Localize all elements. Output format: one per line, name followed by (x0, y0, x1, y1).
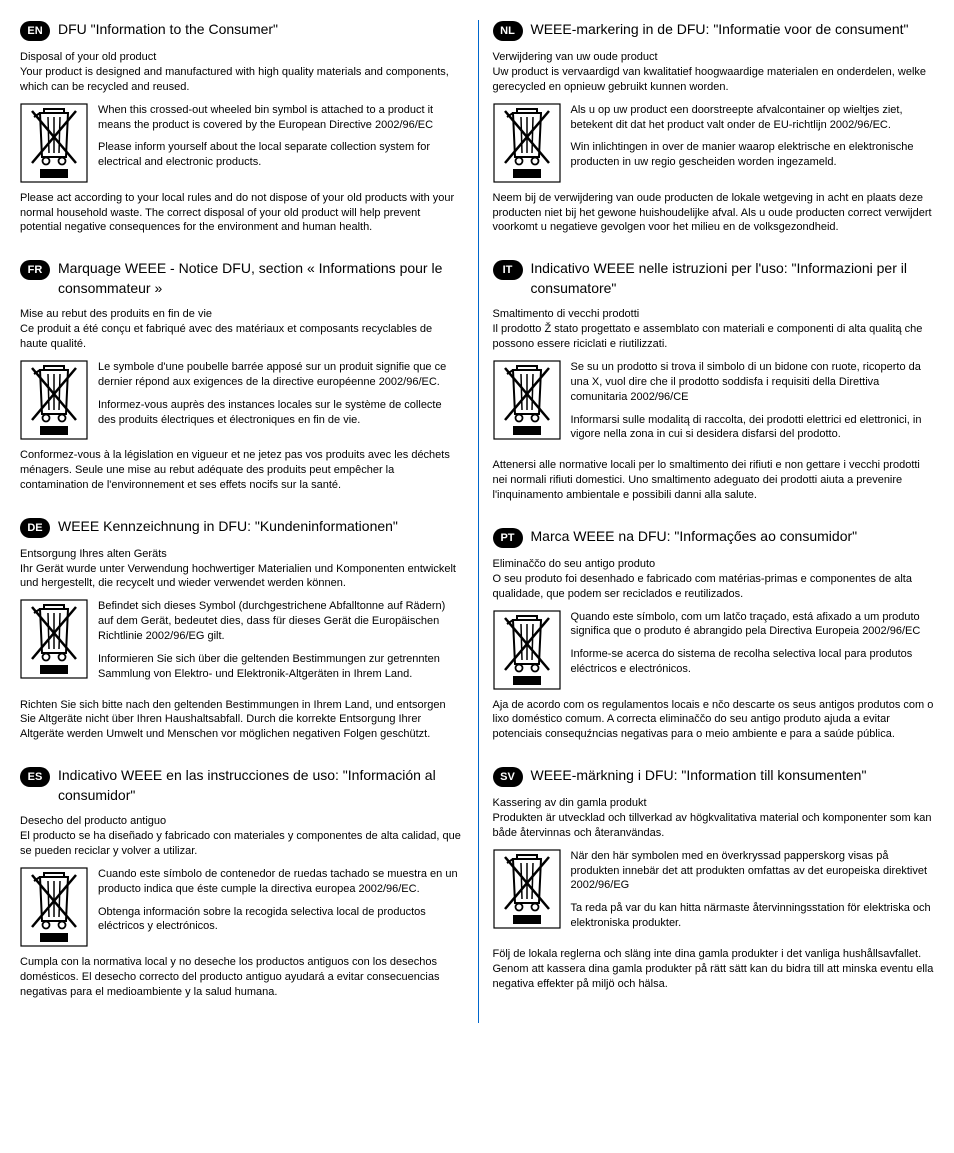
symbol-description: Le symbole d'une poubelle barrée apposé … (98, 360, 462, 390)
lang-section: EN DFU "Information to the Consumer" Dispo… (20, 20, 462, 235)
weee-bin-icon (493, 360, 561, 440)
weee-bin-icon (493, 610, 561, 690)
weee-bin-icon (20, 360, 88, 440)
intro-subtitle: Verwijdering van uw oude product (493, 51, 935, 63)
icon-text-group: Se su un prodotto si trova il simbolo di… (571, 360, 935, 450)
intro-text: El producto se ha diseñado y fabricado c… (20, 829, 462, 859)
icon-block: Le symbole d'une poubelle barrée apposé … (20, 360, 462, 440)
outro-text: Richten Sie sich bitte nach den geltende… (20, 698, 462, 743)
intro-text: Your product is designed and manufacture… (20, 65, 462, 95)
lang-badge: EN (20, 21, 50, 41)
lang-section: FR Marquage WEEE - Notice DFU, section « … (20, 259, 462, 492)
icon-text-group: Quando este símbolo, com um latčo traçad… (571, 610, 935, 685)
weee-bin-icon (493, 103, 561, 183)
lang-section: ES Indicativo WEEE en las instrucciones d… (20, 766, 462, 999)
lang-badge: ES (20, 767, 50, 787)
icon-text-group: Als u op uw product een doorstreepte afv… (571, 103, 935, 178)
lang-title: Indicativo WEEE nelle istruzioni per l'u… (531, 259, 935, 298)
icon-text-group: När den här symbolen med en överkryssad … (571, 849, 935, 939)
symbol-description: Quando este símbolo, com um latčo traçad… (571, 610, 935, 640)
icon-text-group: Le symbole d'une poubelle barrée apposé … (98, 360, 462, 435)
document-columns: EN DFU "Information to the Consumer" Dispo… (20, 20, 934, 1023)
intro-text: Produkten är utvecklad och tillverkad av… (493, 811, 935, 841)
intro-subtitle: Smaltimento di vecchi prodotti (493, 308, 935, 320)
intro-subtitle: Disposal of your old product (20, 51, 462, 63)
symbol-description: Befindet sich dieses Symbol (durchgestri… (98, 599, 462, 644)
symbol-description: När den här symbolen med en överkryssad … (571, 849, 935, 894)
icon-text-group: Befindet sich dieses Symbol (durchgestri… (98, 599, 462, 689)
icon-block: When this crossed-out wheeled bin symbol… (20, 103, 462, 183)
lang-title: WEEE Kennzeichnung in DFU: "Kundeninform… (58, 517, 398, 537)
lang-header: DE WEEE Kennzeichnung in DFU: "Kundeninfo… (20, 517, 462, 538)
intro-text: Ihr Gerät wurde unter Verwendung hochwer… (20, 562, 462, 592)
outro-text: Attenersi alle normative locali per lo s… (493, 458, 935, 503)
weee-bin-icon (20, 103, 88, 183)
outro-text: Cumpla con la normativa local y no desec… (20, 955, 462, 1000)
icon-text-group: Cuando este símbolo de contenedor de rue… (98, 867, 462, 942)
weee-bin-icon (20, 867, 88, 947)
intro-subtitle: Entsorgung Ihres alten Geräts (20, 548, 462, 560)
intro-text: Uw product is vervaardigd van kwalitatie… (493, 65, 935, 95)
left-column: EN DFU "Information to the Consumer" Dispo… (20, 20, 462, 1023)
inform-text: Informieren Sie sich über die geltenden … (98, 652, 462, 682)
weee-bin-icon (20, 599, 88, 679)
intro-subtitle: Kassering av din gamla produkt (493, 797, 935, 809)
icon-block: Quando este símbolo, com um latčo traçad… (493, 610, 935, 690)
intro-text: Ce produit a été conçu et fabriqué avec … (20, 322, 462, 352)
symbol-description: Cuando este símbolo de contenedor de rue… (98, 867, 462, 897)
icon-block: Befindet sich dieses Symbol (durchgestri… (20, 599, 462, 689)
lang-badge: SV (493, 767, 523, 787)
symbol-description: Se su un prodotto si trova il simbolo di… (571, 360, 935, 405)
lang-badge: DE (20, 518, 50, 538)
inform-text: Ta reda på var du kan hitta närmaste åte… (571, 901, 935, 931)
right-column: NL WEEE-markering in de DFU: "Informatie … (478, 20, 935, 1023)
icon-block: Cuando este símbolo de contenedor de rue… (20, 867, 462, 947)
inform-text: Please inform yourself about the local s… (98, 140, 462, 170)
inform-text: Win inlichtingen in over de manier waaro… (571, 140, 935, 170)
inform-text: Informarsi sulle modalitą di raccolta, d… (571, 413, 935, 443)
lang-title: WEEE-märkning i DFU: "Information till k… (531, 766, 867, 786)
symbol-description: Als u op uw product een doorstreepte afv… (571, 103, 935, 133)
lang-title: DFU "Information to the Consumer" (58, 20, 278, 40)
lang-header: SV WEEE-märkning i DFU: "Information till… (493, 766, 935, 787)
lang-section: DE WEEE Kennzeichnung in DFU: "Kundeninfo… (20, 517, 462, 742)
lang-badge: NL (493, 21, 523, 41)
lang-badge: IT (493, 260, 523, 280)
lang-header: EN DFU "Information to the Consumer" (20, 20, 462, 41)
lang-badge: FR (20, 260, 50, 280)
intro-text: O seu produto foi desenhado e fabricado … (493, 572, 935, 602)
icon-block: Se su un prodotto si trova il simbolo di… (493, 360, 935, 450)
outro-text: Please act according to your local rules… (20, 191, 462, 236)
lang-section: SV WEEE-märkning i DFU: "Information till… (493, 766, 935, 991)
lang-header: PT Marca WEEE na DFU: "Informaçőes ao con… (493, 527, 935, 548)
intro-subtitle: Eliminaččo do seu antigo produto (493, 558, 935, 570)
lang-title: Indicativo WEEE en las instrucciones de … (58, 766, 462, 805)
weee-bin-icon (493, 849, 561, 929)
intro-subtitle: Mise au rebut des produits en fin de vie (20, 308, 462, 320)
lang-title: WEEE-markering in de DFU: "Informatie vo… (531, 20, 909, 40)
outro-text: Neem bij de verwijdering van oude produc… (493, 191, 935, 236)
inform-text: Informe-se acerca do sistema de recolha … (571, 647, 935, 677)
lang-header: IT Indicativo WEEE nelle istruzioni per l… (493, 259, 935, 298)
lang-title: Marquage WEEE - Notice DFU, section « In… (58, 259, 462, 298)
icon-text-group: When this crossed-out wheeled bin symbol… (98, 103, 462, 178)
lang-title: Marca WEEE na DFU: "Informaçőes ao consu… (531, 527, 858, 547)
lang-header: NL WEEE-markering in de DFU: "Informatie … (493, 20, 935, 41)
inform-text: Informez-vous auprès des instances local… (98, 398, 462, 428)
outro-text: Aja de acordo com os regulamentos locais… (493, 698, 935, 743)
lang-section: PT Marca WEEE na DFU: "Informaçőes ao con… (493, 527, 935, 742)
lang-section: IT Indicativo WEEE nelle istruzioni per l… (493, 259, 935, 503)
outro-text: Följ de lokala reglerna och släng inte d… (493, 947, 935, 992)
lang-header: ES Indicativo WEEE en las instrucciones d… (20, 766, 462, 805)
outro-text: Conformez-vous à la législation en vigue… (20, 448, 462, 493)
inform-text: Obtenga información sobre la recogida se… (98, 905, 462, 935)
icon-block: Als u op uw product een doorstreepte afv… (493, 103, 935, 183)
intro-subtitle: Desecho del producto antiguo (20, 815, 462, 827)
lang-header: FR Marquage WEEE - Notice DFU, section « … (20, 259, 462, 298)
lang-badge: PT (493, 528, 523, 548)
intro-text: Il prodotto Ž stato progettato e assembl… (493, 322, 935, 352)
icon-block: När den här symbolen med en överkryssad … (493, 849, 935, 939)
lang-section: NL WEEE-markering in de DFU: "Informatie … (493, 20, 935, 235)
symbol-description: When this crossed-out wheeled bin symbol… (98, 103, 462, 133)
